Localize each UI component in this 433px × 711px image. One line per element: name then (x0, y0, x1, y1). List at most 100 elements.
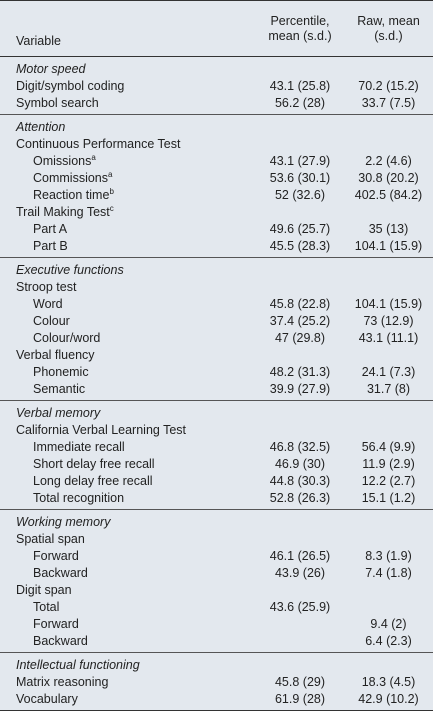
percentile-cell: 47 (29.8) (256, 330, 344, 347)
variable-cell: Backward (0, 633, 256, 653)
raw-value: 15.1 (1.2) (361, 491, 416, 505)
variable-cell: Colour (0, 313, 256, 330)
percentile-cell: 46.8 (32.5) (256, 439, 344, 456)
raw-cell (344, 136, 433, 153)
variable-label: Reaction time (33, 188, 110, 202)
table-row: Matrix reasoning 45.8 (29) 18.3 (4.5) (0, 674, 433, 691)
percentile-value: 46.9 (30) (274, 457, 326, 471)
raw-value: 9.4 (2) (370, 617, 407, 631)
variable-cell: Part B (0, 238, 256, 258)
table-row: Digit/symbol coding 43.1 (25.8) 70.2 (15.2… (0, 78, 433, 95)
table-row: Immediate recall 46.8 (32.5) 56.4 (9.9) (0, 439, 433, 456)
raw-cell (344, 347, 433, 364)
raw-value: 33.7 (7.5) (361, 96, 416, 110)
table-row: Stroop test (0, 279, 433, 296)
percentile-cell: 53.6 (30.1) (256, 170, 344, 187)
percentile-cell: 45.8 (22.8) (256, 296, 344, 313)
percentile-value: 45.5 (28.3) (269, 239, 331, 253)
table-row: Semantic 39.9 (27.9) 31.7 (8) (0, 381, 433, 401)
percentile-value: 49.6 (25.7) (269, 222, 331, 236)
variable-label: Digit/symbol coding (16, 79, 125, 93)
raw-cell: 15.1 (1.2) (344, 490, 433, 510)
percentile-cell: 39.9 (27.9) (256, 381, 344, 401)
variable-label: Omissions (33, 154, 92, 168)
section-row: Attention (0, 114, 433, 136)
percentile-cell (256, 422, 344, 439)
section-row: Verbal memory (0, 400, 433, 422)
percentile-cell (256, 279, 344, 296)
raw-cell: 7.4 (1.8) (344, 565, 433, 582)
variable-label: Matrix reasoning (16, 675, 109, 689)
percentile-value: 48.2 (31.3) (269, 365, 331, 379)
variable-label: Backward (33, 566, 88, 580)
table-row: Total recognition 52.8 (26.3) 15.1 (1.2) (0, 490, 433, 510)
raw-value: 73 (12.9) (363, 314, 414, 328)
percentile-cell: 52.8 (26.3) (256, 490, 344, 510)
raw-cell: 31.7 (8) (344, 381, 433, 401)
table-row: Total 43.6 (25.9) (0, 599, 433, 616)
variable-cell: Part A (0, 221, 256, 238)
percentile-cell: 52 (32.6) (256, 187, 344, 204)
raw-value: 402.5 (84.2) (354, 188, 423, 202)
percentile-value: 52 (32.6) (274, 188, 326, 202)
percentile-value: 47 (29.8) (274, 331, 326, 345)
variable-label: Forward (33, 617, 79, 631)
raw-cell: 11.9 (2.9) (344, 456, 433, 473)
header-percentile: Percentile, mean (s.d.) (256, 0, 344, 57)
percentile-cell: 43.6 (25.9) (256, 599, 344, 616)
section-title: Attention (0, 114, 433, 136)
percentile-cell: 49.6 (25.7) (256, 221, 344, 238)
percentile-value: 61.9 (28) (274, 692, 326, 706)
raw-cell: 12.2 (2.7) (344, 473, 433, 490)
table-row: Part A 49.6 (25.7) 35 (13) (0, 221, 433, 238)
raw-cell: 2.2 (4.6) (344, 153, 433, 170)
percentile-cell: 43.1 (27.9) (256, 153, 344, 170)
variable-label: Continuous Performance Test (16, 137, 181, 151)
variable-label: Immediate recall (33, 440, 125, 454)
header-row: Variable Percentile, mean (s.d.) Raw, me… (0, 0, 433, 57)
percentile-cell (256, 347, 344, 364)
raw-cell: 35 (13) (344, 221, 433, 238)
percentile-value: 46.8 (32.5) (269, 440, 331, 454)
raw-cell: 33.7 (7.5) (344, 95, 433, 115)
table-row: Verbal fluency (0, 347, 433, 364)
percentile-cell: 45.8 (29) (256, 674, 344, 691)
raw-cell (344, 422, 433, 439)
raw-cell (344, 279, 433, 296)
raw-cell: 8.3 (1.9) (344, 548, 433, 565)
percentile-value: 45.8 (22.8) (269, 297, 331, 311)
variable-label: Long delay free recall (33, 474, 153, 488)
table-row: Short delay free recall 46.9 (30) 11.9 (2.… (0, 456, 433, 473)
percentile-value: 37.4 (25.2) (269, 314, 331, 328)
section: Verbal memory California Verbal Learning … (0, 400, 433, 510)
variable-cell: Immediate recall (0, 439, 256, 456)
variable-cell: Symbol search (0, 95, 256, 115)
section-row: Working memory (0, 509, 433, 531)
table-row: Forward 9.4 (2) (0, 616, 433, 633)
percentile-cell (256, 136, 344, 153)
variable-cell: Total (0, 599, 256, 616)
table-row: Digit span (0, 582, 433, 599)
variable-cell: Semantic (0, 381, 256, 401)
table-row: Commissionsa 53.6 (30.1) 30.8 (20.2) (0, 170, 433, 187)
variable-label: California Verbal Learning Test (16, 423, 187, 437)
percentile-cell: 44.8 (30.3) (256, 473, 344, 490)
table-row: Word 45.8 (22.8) 104.1 (15.9) (0, 296, 433, 313)
table-row: Continuous Performance Test (0, 136, 433, 153)
table-row: Trail Making Testc (0, 204, 433, 221)
percentile-value: 53.6 (30.1) (269, 171, 331, 185)
section: Intellectual functioning Matrix reasoning… (0, 652, 433, 711)
variable-label: Colour (33, 314, 70, 328)
raw-cell: 6.4 (2.3) (344, 633, 433, 653)
percentile-cell: 56.2 (28) (256, 95, 344, 115)
percentile-value: 45.8 (29) (274, 675, 326, 689)
variable-label: Forward (33, 549, 79, 563)
variable-cell: Short delay free recall (0, 456, 256, 473)
percentile-cell (256, 633, 344, 653)
percentile-value: 39.9 (27.9) (269, 382, 331, 396)
raw-cell (344, 531, 433, 548)
section: Motor speed Digit/symbol coding 43.1 (25.8… (0, 57, 433, 115)
variable-cell: Total recognition (0, 490, 256, 510)
variable-cell: Backward (0, 565, 256, 582)
